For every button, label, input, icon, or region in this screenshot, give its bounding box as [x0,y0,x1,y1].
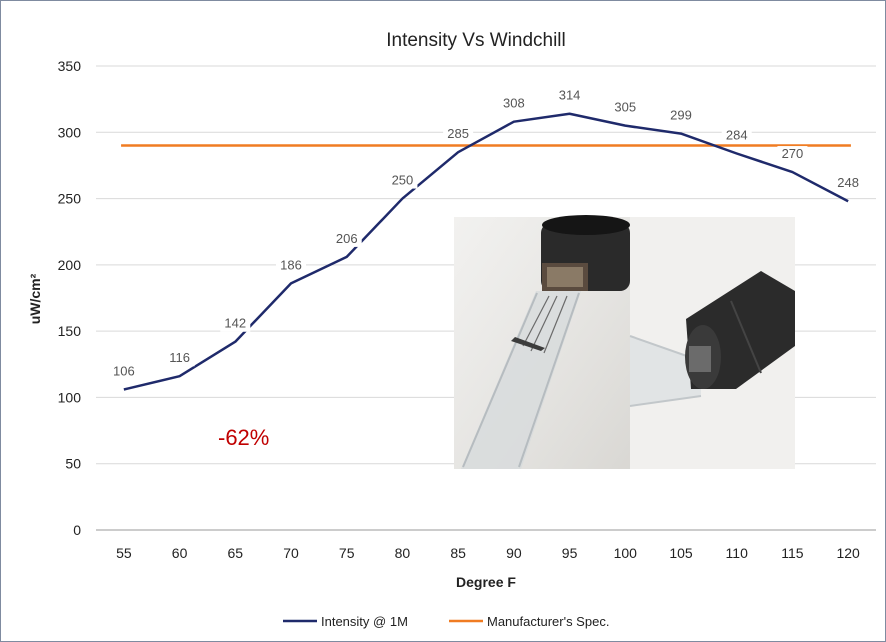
data-label: 186 [280,257,302,272]
chart-title: Intensity Vs Windchill [386,30,566,51]
y-tick-label: 100 [58,389,82,405]
data-label-bg [331,230,362,247]
data-label-bg [276,257,306,274]
series-line-intensity [123,112,849,391]
y-tick-label: 350 [58,58,82,74]
data-label: 308 [503,96,525,111]
y-axis-title: uW/cm² [27,273,43,324]
data-label: 299 [670,108,692,123]
data-label-bg [387,172,418,189]
data-label-bg [220,315,251,332]
data-label-bg [610,99,641,116]
data-label: 106 [113,363,135,378]
data-label-bg [554,87,585,104]
x-tick-label: 120 [836,545,860,561]
data-label-bg [164,350,195,367]
data-label-bg [108,363,139,380]
x-tick-label: 95 [562,545,578,561]
y-tick-label: 300 [58,124,82,140]
series [121,112,851,391]
data-label-bg [777,146,808,163]
x-tick-label: 90 [506,545,522,561]
x-tick-label: 65 [227,545,243,561]
lamp-filament-photo [454,215,630,469]
legend-label-spec: Manufacturer's Spec. [487,614,609,629]
data-label: 142 [224,316,246,331]
legend-label-intensity: Intensity @ 1M [321,614,408,629]
x-tick-label: 55 [116,545,132,561]
x-tick-label: 70 [283,545,299,561]
y-tick-label: 200 [58,257,82,273]
data-labels: 106 116 142 186 206 250 285 308 314 305 299 284 270 2… [108,87,864,380]
legend: Intensity @ 1M Manufacturer's Spec. [283,614,609,629]
data-label: 250 [392,173,414,188]
data-label-bg [443,126,474,143]
data-label: 270 [782,146,804,161]
x-axis-title: Degree F [456,574,516,590]
y-tick-label: 50 [65,456,81,472]
y-tick-label: 150 [58,323,82,339]
data-label: 305 [614,100,636,115]
x-tick-label: 75 [339,545,355,561]
x-tick-label: 60 [172,545,188,561]
y-tick-label: 250 [58,191,82,207]
x-tick-label: 110 [726,545,749,561]
x-tick-label: 80 [395,545,411,561]
x-tick-label: 115 [781,545,804,561]
x-tick-label: 105 [669,545,693,561]
x-ticks: 55 60 65 70 75 80 85 90 95 100 105 110 115 120 [116,545,860,561]
data-label: 116 [169,350,190,365]
y-ticks: 0 50 100 150 200 250 300 350 [58,58,82,538]
lamp-base-photo [629,217,795,469]
y-tick-label: 0 [73,522,81,538]
data-label-bg [721,127,752,144]
data-label-bg [666,107,696,124]
percent-change-annotation: -62% [218,425,269,450]
x-tick-label: 85 [450,545,466,561]
data-label: 284 [726,127,748,142]
x-tick-label: 100 [614,545,638,561]
data-label-bg [498,95,529,112]
data-label: 248 [837,175,859,190]
data-label: 314 [559,88,581,103]
data-label-bg [833,175,864,192]
data-label: 285 [447,126,469,141]
data-label: 206 [336,231,358,246]
